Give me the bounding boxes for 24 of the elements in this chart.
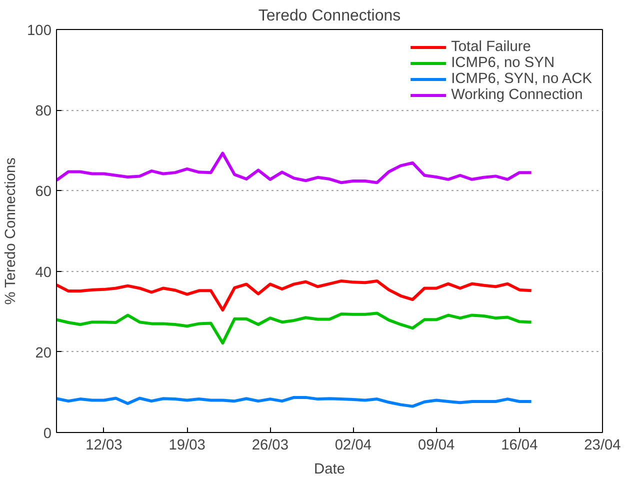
x-tick-label: 12/03 bbox=[86, 438, 122, 454]
line-series bbox=[56, 312, 533, 345]
line-series bbox=[56, 152, 533, 184]
chart-title: Teredo Connections bbox=[258, 8, 401, 24]
legend-label: Working Connection bbox=[451, 87, 583, 103]
y-tick-label: 100 bbox=[27, 23, 52, 39]
y-tick-label: 40 bbox=[35, 264, 52, 281]
line-series bbox=[56, 279, 533, 312]
x-tick-label: 23/04 bbox=[584, 438, 621, 454]
x-tick-label: 19/03 bbox=[168, 438, 206, 454]
legend-label: ICMP6, SYN, no ACK bbox=[451, 71, 592, 87]
x-tick-label: 09/04 bbox=[418, 438, 455, 454]
line-series bbox=[56, 396, 533, 408]
y-tick-label: 60 bbox=[35, 184, 52, 200]
x-axis-title: Date bbox=[314, 462, 345, 478]
x-tick-label: 26/03 bbox=[252, 438, 288, 454]
y-axis-title: % Teredo Connections bbox=[3, 158, 20, 305]
y-tick-label: 20 bbox=[35, 345, 52, 362]
legend-label: Total Failure bbox=[451, 39, 531, 55]
x-tick-label: 16/04 bbox=[501, 438, 538, 454]
y-tick-label: 80 bbox=[35, 104, 52, 120]
y-tick-label: 0 bbox=[43, 426, 52, 442]
x-tick-label: 02/04 bbox=[334, 438, 372, 454]
legend-label: ICMP6, no SYN bbox=[451, 55, 555, 71]
